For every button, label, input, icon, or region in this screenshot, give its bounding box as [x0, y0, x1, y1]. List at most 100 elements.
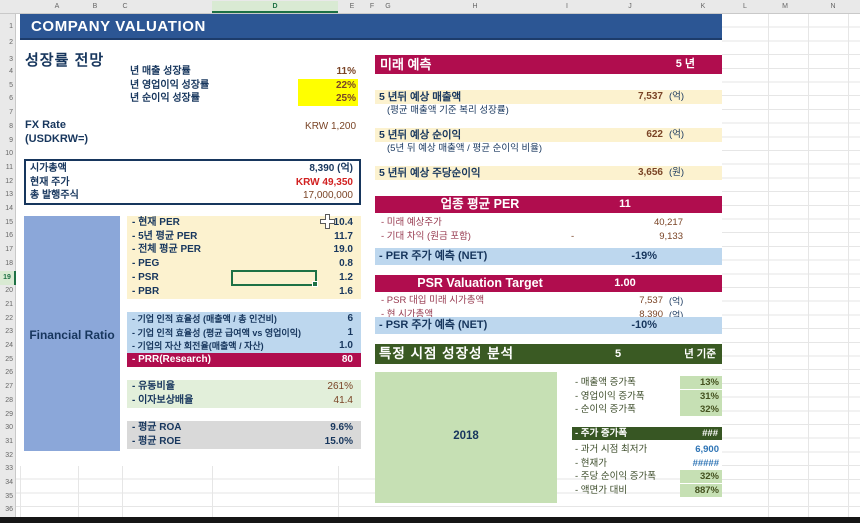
row-number[interactable]: 18 [5, 259, 13, 267]
future-forecast-period[interactable]: 5 년 [675, 58, 695, 70]
efficiency-row[interactable]: - 기업의 자산 회전율(매출액 / 자산) 1.0 [127, 339, 361, 353]
growth-metric-row[interactable]: - 매출액 증가폭 13% [375, 376, 722, 389]
row-number[interactable]: 4 [9, 68, 13, 75]
per-section-row[interactable]: - 미래 예상주가 40,217 [375, 216, 722, 230]
row-number[interactable]: 2 [9, 39, 13, 46]
forecast-value[interactable]: 3,656 [637, 167, 663, 178]
future-forecast-header[interactable]: 미래 예측 5 년 [375, 55, 722, 74]
row-number[interactable]: 9 [9, 136, 13, 144]
efficiency-value[interactable]: 1 [347, 326, 353, 338]
column-header[interactable]: K [700, 3, 706, 10]
efficiency-row[interactable]: - 기업 인적 효율성 (평균 급여액 vs 영업이익) 1 [127, 326, 361, 340]
liquidity-row[interactable]: - 유동비율 261% [127, 380, 361, 394]
per-prediction-value[interactable]: -19% [631, 250, 657, 262]
ratio-value[interactable]: 11.7 [334, 230, 353, 242]
row-number[interactable]: 6 [9, 95, 13, 103]
forecast-item[interactable]: 5 년뒤 예상 매출액 7,537 (억) (평균 매출액 기준 복리 성장률) [375, 90, 722, 118]
ratio-row[interactable]: - PBR 1.6 [127, 285, 361, 299]
return-value[interactable]: 9.6% [330, 422, 353, 433]
liquidity-value[interactable]: 41.4 [333, 394, 353, 406]
page-title[interactable]: COMPANY VALUATION [20, 14, 722, 40]
row-number[interactable]: 26 [5, 369, 13, 377]
growth-metric-value[interactable]: 32% [680, 403, 722, 417]
growth-metric-value[interactable]: 31% [680, 389, 722, 403]
efficiency-value[interactable]: 1.0 [339, 340, 353, 352]
growth-rate-value[interactable]: 25% [298, 92, 358, 107]
ratio-value[interactable]: 10.4 [333, 217, 353, 228]
growth-metric-row[interactable]: - 영업이익 증가폭 31% [375, 389, 722, 403]
market-box-value[interactable]: KRW 49,350 [295, 176, 353, 188]
forecast-item[interactable]: 5 년뒤 예상 순이익 622 (억) (5년 뒤 예상 매출액 / 평균 순이… [375, 128, 722, 156]
column-header[interactable]: J [628, 3, 632, 10]
row-number[interactable]: 14 [5, 205, 13, 212]
forecast-row[interactable]: 5 년뒤 예상 매출액 7,537 (억) [375, 90, 722, 104]
per-section-row[interactable]: - 기대 차익 (원금 포함) - 9,133 [375, 230, 722, 244]
liquidity-row[interactable]: - 이자보상배율 41.4 [127, 394, 361, 408]
forecast-row[interactable]: 5 년뒤 예상 순이익 622 (억) [375, 128, 722, 142]
market-box-value[interactable]: 17,000,000 [302, 190, 353, 202]
psr-prediction-bar[interactable]: - PSR 주가 예측 (NET) -10% [375, 317, 722, 334]
market-box-row[interactable]: 시가총액 8,390 (억) [26, 162, 359, 176]
market-box-value[interactable]: 8,390 (억) [309, 163, 353, 174]
ratio-value[interactable]: 19.0 [333, 244, 353, 256]
column-header[interactable]: N [830, 3, 836, 10]
column-header[interactable]: H [472, 3, 478, 10]
price-metric-value[interactable]: 32% [680, 470, 722, 484]
row-number[interactable]: 31 [5, 437, 13, 445]
row-number[interactable]: 10 [5, 150, 13, 158]
row-number[interactable]: 11 [5, 163, 13, 171]
per-section-value[interactable]: 9,133 [659, 230, 683, 242]
per-prediction-bar[interactable]: - PER 주가 예측 (NET) -19% [375, 248, 722, 265]
row-number[interactable]: 29 [5, 410, 13, 418]
row-number[interactable]: 12 [5, 177, 13, 185]
row-number[interactable]: 3 [9, 56, 13, 63]
row-number[interactable]: 24 [5, 342, 13, 349]
ratio-value[interactable]: 1.6 [339, 285, 353, 297]
prr-value[interactable]: 80 [341, 354, 353, 365]
row-number[interactable]: 7 [9, 109, 13, 117]
price-growth-value[interactable]: ### [702, 428, 718, 439]
psr-section-row[interactable]: - PSR 대입 미래 시가총액 7,537 (억) [375, 294, 722, 308]
row-number-gutter[interactable]: 1 2 3 4 5 6 7 8 9 10 11 12 13 14 15 16 17 18 19 20 21 22 23 24 2… [0, 14, 16, 517]
per-section-value[interactable]: 40,217 [653, 217, 683, 228]
sector-per-header[interactable]: 업종 평균 PER 11 [375, 196, 722, 213]
fx-rate-value[interactable]: KRW 1,200 [305, 121, 356, 132]
fill-handle[interactable] [312, 281, 318, 287]
row-number[interactable]: 32 [5, 451, 13, 459]
efficiency-row[interactable]: - 기업 인적 효율성 (매출액 / 총 인건비) 6 [127, 312, 361, 326]
growth-rate-value[interactable]: 22% [298, 78, 358, 93]
row-number[interactable]: 27 [5, 383, 13, 391]
forecast-item[interactable]: 5 년뒤 예상 주당순이익 3,656 (원) [375, 166, 722, 194]
row-number[interactable]: 15 [5, 218, 13, 226]
return-value[interactable]: 15.0% [324, 435, 353, 447]
row-number[interactable]: 22 [5, 314, 13, 322]
growth-rate-row[interactable]: 년 영업이익 성장률 22% [20, 78, 361, 93]
return-row[interactable]: - 평균 ROE 15.0% [127, 435, 361, 449]
fx-rate-sublabel[interactable]: (USDKRW=) [25, 133, 89, 145]
ratio-row[interactable]: - PEG 0.8 [127, 257, 361, 271]
analysis-year[interactable]: 2018 [453, 430, 479, 442]
ratio-row[interactable]: - 전체 평균 PER 19.0 [127, 243, 361, 257]
growth-metric-value[interactable]: 13% [680, 376, 722, 389]
price-metric-row[interactable]: - 액면가 대비 887% [375, 483, 722, 497]
forecast-value[interactable]: 622 [646, 129, 663, 140]
liquidity-value[interactable]: 261% [327, 381, 353, 392]
growth-rate-row[interactable]: 년 매출 성장률 11% [20, 65, 361, 79]
growth-metric-row[interactable]: - 순이익 증가폭 32% [375, 403, 722, 417]
psr-section-row[interactable]: - 현 시가총액 8,390 (억) [375, 308, 722, 322]
row-number[interactable]: 21 [5, 300, 13, 308]
psr-valuation-header[interactable]: PSR Valuation Target 1.00 [375, 275, 722, 292]
analysis-year-block[interactable]: 2018 [375, 372, 557, 503]
psr-section-value[interactable]: 8,390 [639, 308, 663, 320]
row-number[interactable]: 25 [5, 355, 13, 363]
price-metric-row[interactable]: - 과거 시점 최저가 6,900 [375, 443, 722, 456]
row-number[interactable]: 23 [5, 328, 13, 336]
growth-forecast-title[interactable]: 성장률 전망 [25, 52, 105, 69]
row-number[interactable]: 13 [5, 191, 13, 199]
psr-section-value[interactable]: 7,537 [639, 295, 663, 306]
column-header[interactable]: A [54, 3, 60, 10]
row-number[interactable]: 17 [5, 246, 13, 254]
ratio-row[interactable]: - PSR 1.2 [127, 271, 361, 285]
price-metric-value[interactable]: 6,900 [695, 444, 719, 455]
row-number[interactable]: 36 [5, 506, 13, 514]
